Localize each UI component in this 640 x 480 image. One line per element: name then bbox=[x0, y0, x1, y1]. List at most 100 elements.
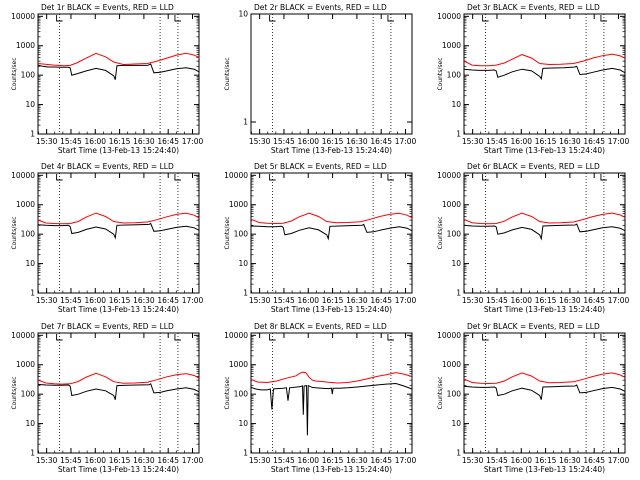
y-tick-label: 1 bbox=[243, 118, 248, 127]
plot-frame bbox=[250, 13, 413, 135]
y-tick-label: 1000 bbox=[442, 41, 461, 50]
lld-series-line bbox=[37, 212, 200, 225]
y-tick-label: 1000 bbox=[442, 360, 461, 369]
y-tick-label: 10000 bbox=[11, 171, 35, 180]
panel-title: Det 8r BLACK = Events, RED = LLD bbox=[254, 322, 387, 331]
x-axis-label: Start Time (13-Feb-13 15:24:40) bbox=[58, 146, 179, 155]
marker-flag bbox=[600, 174, 607, 181]
x-tick-label: 16:00 bbox=[84, 296, 106, 305]
y-tick-label: 10000 bbox=[224, 331, 248, 340]
x-tick-label: 16:30 bbox=[559, 296, 581, 305]
events-series-line bbox=[463, 65, 626, 81]
x-tick-label: 15:45 bbox=[60, 137, 82, 146]
x-tick-label: 15:45 bbox=[486, 456, 508, 465]
x-tick-label: 17:00 bbox=[608, 456, 630, 465]
marker-flag bbox=[600, 15, 607, 22]
x-tick-label: 17:00 bbox=[395, 456, 417, 465]
x-tick-label: 16:45 bbox=[370, 296, 392, 305]
x-tick-label: 16:00 bbox=[510, 137, 532, 146]
y-axis-label: Counts/sec bbox=[437, 57, 444, 90]
x-axis-label: Start Time (13-Feb-13 15:24:40) bbox=[271, 146, 392, 155]
events-series-line bbox=[37, 63, 200, 80]
marker-flag bbox=[600, 334, 607, 341]
y-axis-label: Counts/sec bbox=[11, 216, 18, 249]
y-axis-label: Counts/sec bbox=[11, 376, 18, 409]
events-series-line bbox=[463, 223, 626, 241]
lld-series-line bbox=[463, 53, 626, 67]
y-tick-label: 10000 bbox=[224, 171, 248, 180]
x-tick-label: 15:45 bbox=[273, 137, 295, 146]
y-tick-label: 10 bbox=[25, 259, 35, 268]
marker-flag bbox=[482, 174, 489, 181]
y-tick-label: 100 bbox=[21, 230, 36, 239]
y-axis-label: Counts/sec bbox=[224, 57, 231, 90]
y-tick-label: 10000 bbox=[11, 12, 35, 21]
y-tick-label: 1 bbox=[243, 289, 248, 298]
marker-flag bbox=[174, 334, 181, 341]
x-tick-label: 16:00 bbox=[510, 296, 532, 305]
x-tick-label: 15:30 bbox=[36, 296, 58, 305]
panel-title: Det 1r BLACK = Events, RED = LLD bbox=[41, 3, 174, 12]
marker-flag bbox=[56, 174, 63, 181]
lld-series-line bbox=[37, 372, 200, 385]
plot-frame bbox=[37, 332, 200, 454]
y-tick-label: 10000 bbox=[437, 12, 461, 21]
detector-panel-5: Det 5r BLACK = Events, RED = LLD 1 10 100 10… bbox=[224, 162, 417, 314]
x-tick-label: 17:00 bbox=[608, 296, 630, 305]
x-tick-label: 15:45 bbox=[60, 296, 82, 305]
y-tick-label: 10 bbox=[25, 100, 35, 109]
y-tick-label: 10 bbox=[238, 10, 248, 19]
plot-frame bbox=[463, 332, 626, 454]
y-tick-label: 100 bbox=[447, 390, 462, 399]
marker-flag bbox=[269, 15, 276, 22]
marker-flag bbox=[56, 334, 63, 341]
marker-flag bbox=[482, 15, 489, 22]
x-tick-label: 16:15 bbox=[109, 137, 131, 146]
detector-panel-8: Det 8r BLACK = Events, RED = LLD 1 10 100 10… bbox=[224, 322, 417, 474]
x-tick-label: 16:30 bbox=[133, 456, 155, 465]
y-tick-label: 100 bbox=[21, 390, 36, 399]
y-tick-label: 1 bbox=[456, 289, 461, 298]
x-tick-label: 16:15 bbox=[535, 137, 557, 146]
detector-panel-1: Det 1r BLACK = Events, RED = LLD 1 10 100 10… bbox=[11, 3, 204, 155]
y-tick-label: 1000 bbox=[16, 41, 35, 50]
x-tick-label: 15:45 bbox=[486, 296, 508, 305]
y-tick-label: 10 bbox=[25, 419, 35, 428]
panel-title: Det 7r BLACK = Events, RED = LLD bbox=[41, 322, 174, 331]
lld-series-line bbox=[463, 212, 626, 225]
x-tick-label: 16:00 bbox=[84, 456, 106, 465]
y-tick-label: 1 bbox=[30, 449, 35, 458]
x-tick-label: 16:15 bbox=[322, 137, 344, 146]
x-tick-label: 15:45 bbox=[273, 456, 295, 465]
x-tick-label: 16:45 bbox=[583, 456, 605, 465]
x-tick-label: 17:00 bbox=[608, 137, 630, 146]
x-tick-label: 15:45 bbox=[486, 137, 508, 146]
lld-series-line bbox=[463, 372, 626, 385]
y-axis-label: Counts/sec bbox=[437, 216, 444, 249]
y-axis-label: Counts/sec bbox=[224, 216, 231, 249]
y-tick-label: 10000 bbox=[11, 331, 35, 340]
x-tick-label: 16:15 bbox=[535, 456, 557, 465]
x-axis-label: Start Time (13-Feb-13 15:24:40) bbox=[484, 146, 605, 155]
x-tick-label: 16:15 bbox=[322, 296, 344, 305]
x-tick-label: 15:45 bbox=[273, 296, 295, 305]
x-tick-label: 17:00 bbox=[395, 296, 417, 305]
y-tick-label: 1 bbox=[456, 449, 461, 458]
y-tick-label: 1 bbox=[30, 130, 35, 139]
x-tick-label: 16:15 bbox=[535, 296, 557, 305]
x-tick-label: 17:00 bbox=[395, 137, 417, 146]
x-tick-label: 16:45 bbox=[370, 137, 392, 146]
x-tick-label: 16:15 bbox=[109, 296, 131, 305]
marker-flag bbox=[269, 174, 276, 181]
y-tick-label: 100 bbox=[447, 230, 462, 239]
x-tick-label: 16:45 bbox=[157, 296, 179, 305]
lld-series-line bbox=[250, 212, 413, 225]
x-tick-label: 16:30 bbox=[133, 296, 155, 305]
detector-panel-3: Det 3r BLACK = Events, RED = LLD 1 10 100 10… bbox=[437, 3, 630, 155]
x-tick-label: 16:30 bbox=[346, 296, 368, 305]
y-tick-label: 10 bbox=[238, 419, 248, 428]
y-tick-label: 1 bbox=[30, 289, 35, 298]
marker-flag bbox=[174, 15, 181, 22]
x-tick-label: 16:30 bbox=[559, 137, 581, 146]
